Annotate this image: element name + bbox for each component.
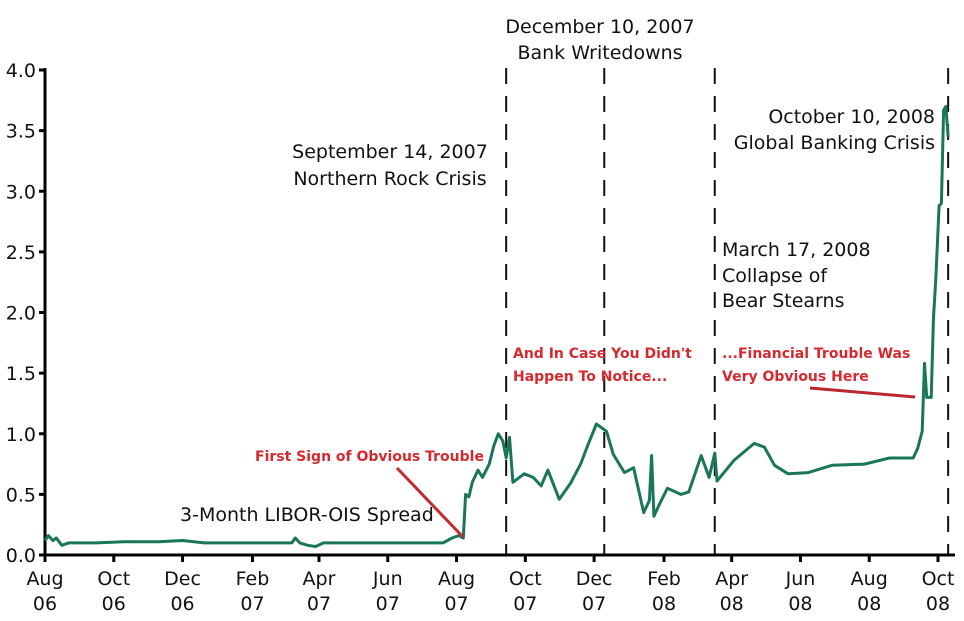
y-tick-label: 2.0 <box>6 303 36 325</box>
x-tick-month: Apr <box>303 568 336 590</box>
event-label-oct-2008-line2: Global Banking Crisis <box>734 132 935 154</box>
y-tick-label: 0.5 <box>6 484 36 506</box>
x-tick-year: 07 <box>582 593 606 615</box>
x-tick-year: 08 <box>720 593 744 615</box>
annotation-in-case-line2: Happen To Notice... <box>513 369 667 385</box>
x-tick-year: 08 <box>652 593 676 615</box>
x-tick-year: 08 <box>788 593 812 615</box>
x-tick-month: Aug <box>26 568 63 590</box>
annotation-obvious-line1: ...Financial Trouble Was <box>722 346 910 362</box>
x-tick-month: Aug <box>438 568 475 590</box>
y-tick-label: 2.5 <box>6 242 36 264</box>
x-tick-month: Jun <box>372 568 403 590</box>
x-tick-year: 07 <box>444 593 468 615</box>
event-label-mar-2008-line1: March 17, 2008 <box>722 239 871 261</box>
event-label-oct-2008-line1: October 10, 2008 <box>768 106 935 128</box>
x-tick-month: Dec <box>576 568 613 590</box>
event-lines <box>505 68 950 555</box>
y-tick-label: 3.0 <box>6 181 36 203</box>
annotation-obvious-line2: Very Obvious Here <box>722 369 869 385</box>
event-label-sep-2007-line2: Northern Rock Crisis <box>293 168 486 190</box>
event-label-dec-2007-line2: Bank Writedowns <box>517 42 682 64</box>
x-tick-year: 06 <box>102 593 126 615</box>
x-tick-year: 08 <box>926 593 950 615</box>
x-tick-year: 06 <box>33 593 57 615</box>
event-label-dec-2007-line1: December 10, 2007 <box>505 16 694 38</box>
event-label-mar-2008-line3: Bear Stearns <box>722 290 844 312</box>
y-tick-label: 3.5 <box>6 121 36 143</box>
x-tick-month: Feb <box>647 568 681 590</box>
y-tick-label: 1.0 <box>6 424 36 446</box>
x-tick-year: 08 <box>857 593 881 615</box>
x-tick-month: Dec <box>164 568 201 590</box>
annotation-first-sign: First Sign of Obvious Trouble <box>255 449 484 465</box>
x-tick-year: 07 <box>240 593 264 615</box>
x-tick-year: 06 <box>170 593 194 615</box>
x-tick-year: 07 <box>513 593 537 615</box>
x-tick-month: Oct <box>509 568 542 590</box>
x-tick-year: 07 <box>376 593 400 615</box>
x-tick-month: Apr <box>715 568 748 590</box>
x-tick-month: Oct <box>97 568 130 590</box>
axis-ticks: 0.0 0.5 1.0 1.5 2.0 2.5 3.0 3.5 4.0 Aug 06 Oct 06 Dec… <box>6 60 955 615</box>
y-tick-label: 4.0 <box>6 60 36 82</box>
x-tick-month: Feb <box>236 568 270 590</box>
x-tick-month: Jun <box>785 568 816 590</box>
y-tick-label: 0.0 <box>6 545 36 567</box>
event-label-sep-2007-line1: September 14, 2007 <box>292 141 488 163</box>
series-label: 3-Month LIBOR-OIS Spread <box>180 504 434 526</box>
annotation-pointer-obvious <box>809 386 916 399</box>
x-tick-month: Oct <box>922 568 955 590</box>
annotation-in-case-line1: And In Case You Didn't <box>513 346 692 362</box>
x-tick-month: Aug <box>851 568 888 590</box>
event-label-mar-2008-line2: Collapse of <box>722 265 828 287</box>
x-tick-year: 07 <box>307 593 331 615</box>
y-tick-label: 1.5 <box>6 363 36 385</box>
annotation-arrow-first-sign <box>395 466 465 539</box>
series-line-libor-ois <box>43 104 950 548</box>
